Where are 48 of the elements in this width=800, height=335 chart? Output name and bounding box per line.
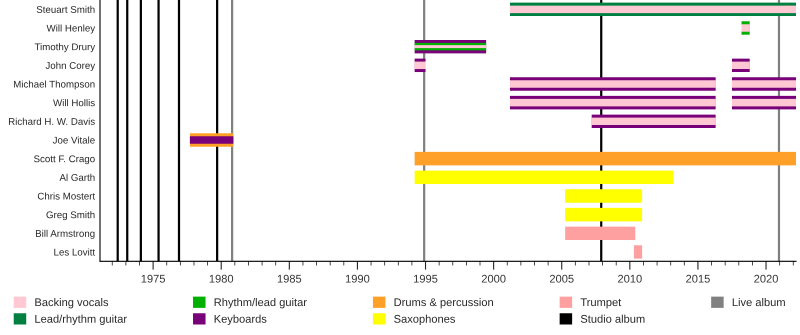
x-tick-label: 2015	[686, 274, 710, 283]
legend-label: Keyboards	[214, 314, 266, 325]
x-tick-label: 2000	[482, 274, 506, 283]
legend-label: Rhythm/lead guitar	[214, 298, 307, 308]
x-tick-label: 1975	[142, 274, 166, 283]
bar	[634, 245, 642, 259]
bar	[414, 62, 426, 70]
y-tick-label: Steuart Smith	[36, 6, 95, 13]
bar	[565, 208, 642, 222]
bar	[732, 62, 750, 70]
legend-label: Saxophones	[394, 314, 456, 325]
legend-label: Lead/rhythm guitar	[35, 314, 127, 325]
legend-label: Drums & percussion	[394, 298, 493, 308]
y-tick-label: Scott F. Crago	[34, 155, 95, 164]
bar	[592, 118, 716, 126]
x-tick-label: 1995	[414, 274, 438, 283]
legend-label: Trumpet	[580, 298, 622, 308]
bar	[510, 6, 796, 14]
y-tick-label: Chris Mostert	[38, 192, 96, 200]
bar	[742, 24, 750, 32]
bar	[565, 189, 642, 203]
bar	[510, 80, 716, 88]
x-tick-label: 1985	[278, 274, 302, 283]
x-tick-label: 1990	[346, 274, 370, 283]
y-tick-label: Joe Vitale	[52, 136, 95, 144]
legend-label: Live album	[732, 298, 785, 306]
y-tick-label: Timothy Drury	[34, 43, 96, 52]
y-tick-label: Greg Smith	[46, 211, 95, 220]
bar	[414, 152, 796, 166]
bar	[510, 98, 716, 106]
y-tick-label: Michael Thompson	[14, 80, 95, 90]
x-tick-label: 2005	[550, 274, 574, 283]
bar	[565, 226, 636, 240]
y-tick-label: Will Henley	[46, 24, 96, 34]
bar	[732, 80, 796, 88]
y-tick-label: Bill Armstrong	[36, 230, 95, 239]
bar	[732, 98, 796, 106]
legend-label: Backing vocals	[35, 298, 108, 308]
y-tick-label: Will Hollis	[53, 99, 95, 106]
y-tick-label: Les Lovitt	[54, 248, 96, 256]
x-tick-label: 2020	[754, 274, 778, 283]
x-tick-label: 1980	[210, 274, 234, 283]
y-tick-label: Richard H. W. Davis	[8, 118, 95, 125]
legend-label: Studio album	[580, 314, 644, 323]
bar	[414, 170, 674, 184]
x-tick-label: 2010	[618, 274, 642, 283]
y-tick-label: Al Garth	[60, 174, 95, 181]
y-tick-label: John Corey	[46, 62, 96, 71]
